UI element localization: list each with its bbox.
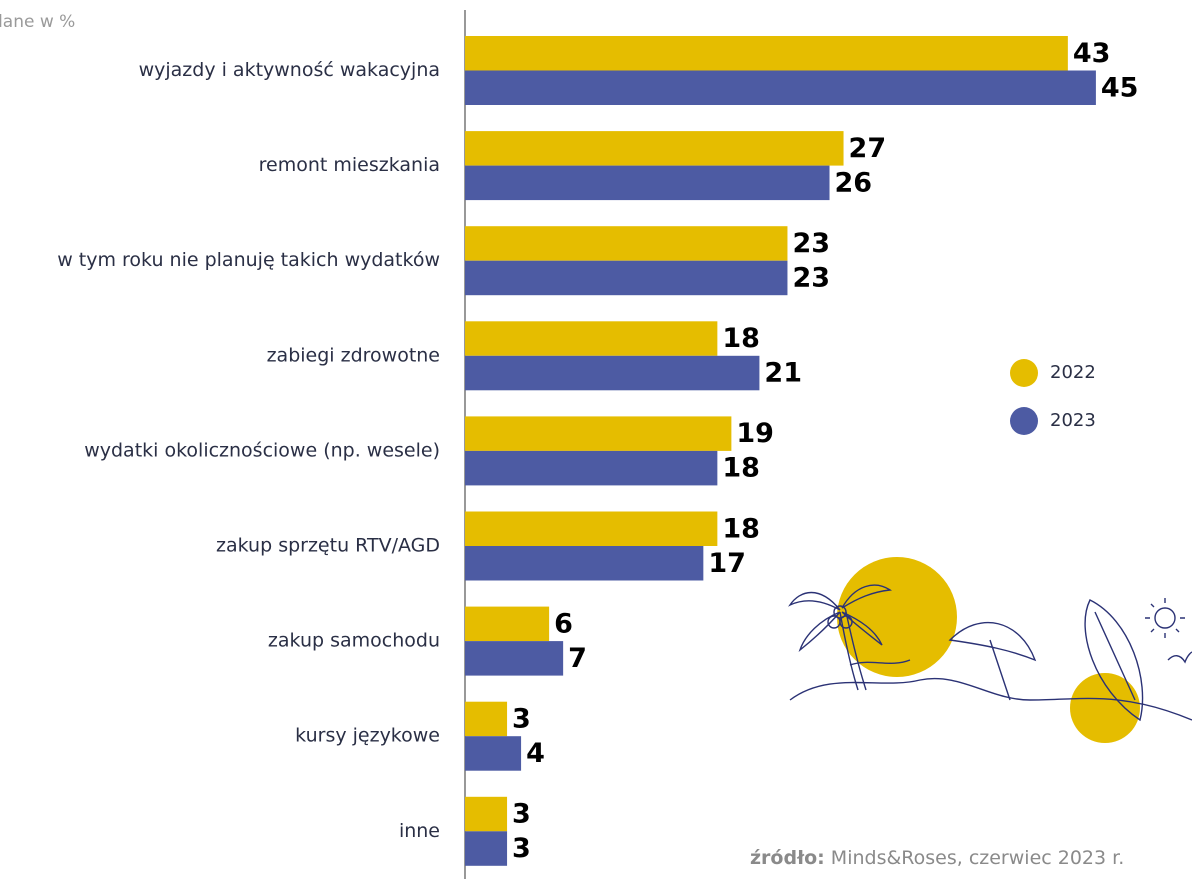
category-label: inne (399, 820, 440, 842)
bird (1167, 651, 1192, 664)
value-label: 27 (849, 133, 887, 164)
value-label: 21 (764, 358, 802, 389)
sun-decoration (1070, 673, 1140, 743)
category-label: kursy językowe (295, 725, 440, 747)
bar (465, 70, 1096, 105)
value-label: 23 (792, 228, 830, 259)
bar (465, 165, 830, 201)
bar (465, 131, 844, 166)
coconut (839, 615, 853, 629)
legend-marker (1010, 359, 1038, 387)
value-label: 26 (835, 167, 873, 198)
sun-icon (1154, 607, 1176, 629)
umbrella (948, 621, 1037, 701)
bar (465, 796, 508, 832)
bar (465, 321, 718, 356)
wave-line (849, 659, 911, 666)
value-label: 7 (568, 643, 587, 674)
sun-decoration (837, 557, 957, 677)
category-label: zakup samochodu (268, 630, 440, 652)
value-label: 18 (722, 513, 760, 544)
category-label: wyjazdy i aktywność wakacyjna (139, 59, 440, 81)
value-label: 4 (526, 738, 545, 769)
bar (465, 701, 508, 737)
palm-leaves (788, 584, 892, 653)
value-label: 6 (554, 608, 573, 639)
value-label: 19 (736, 418, 774, 449)
category-label: w tym roku nie planuję takich wydatków (57, 249, 440, 271)
value-label: 17 (708, 548, 746, 579)
bar (465, 355, 760, 391)
value-label: 43 (1073, 38, 1111, 69)
sun-rays (1145, 598, 1185, 638)
value-label: 45 (1101, 72, 1139, 103)
category-label: wydatki okolicznościowe (np. wesele) (84, 439, 440, 461)
source: źródło: Minds&Roses, czerwiec 2023 r. (750, 847, 1124, 869)
bar (465, 641, 564, 676)
category-label: zabiegi zdrowotne (267, 344, 440, 366)
bar (465, 736, 522, 771)
value-label: 3 (512, 833, 531, 864)
value-label: 23 (792, 262, 830, 293)
palm-trunk (839, 611, 867, 691)
legend-label: 2023 (1050, 410, 1096, 431)
value-label: 18 (722, 453, 760, 484)
illustration (788, 557, 1192, 743)
category-label: zakup sprzętu RTV/AGD (216, 535, 440, 557)
bar (465, 606, 550, 642)
subtitle: dane w % (0, 12, 75, 32)
value-label: 3 (512, 703, 531, 734)
legend-marker (1010, 407, 1038, 435)
bar (465, 511, 718, 546)
bar (465, 36, 1068, 71)
surfboard (1084, 599, 1144, 722)
bar (465, 546, 704, 581)
bar (465, 260, 788, 296)
bar (465, 226, 788, 261)
category-label: remont mieszkania (259, 154, 440, 176)
value-label: 3 (512, 799, 531, 830)
source-label: źródło: (750, 847, 825, 869)
bar (465, 831, 508, 866)
value-label: 18 (722, 323, 760, 354)
legend-label: 2022 (1050, 362, 1096, 383)
bar (465, 416, 732, 451)
source-text: Minds&Roses, czerwiec 2023 r. (831, 847, 1124, 869)
coconut (833, 605, 847, 619)
bar (465, 450, 718, 486)
